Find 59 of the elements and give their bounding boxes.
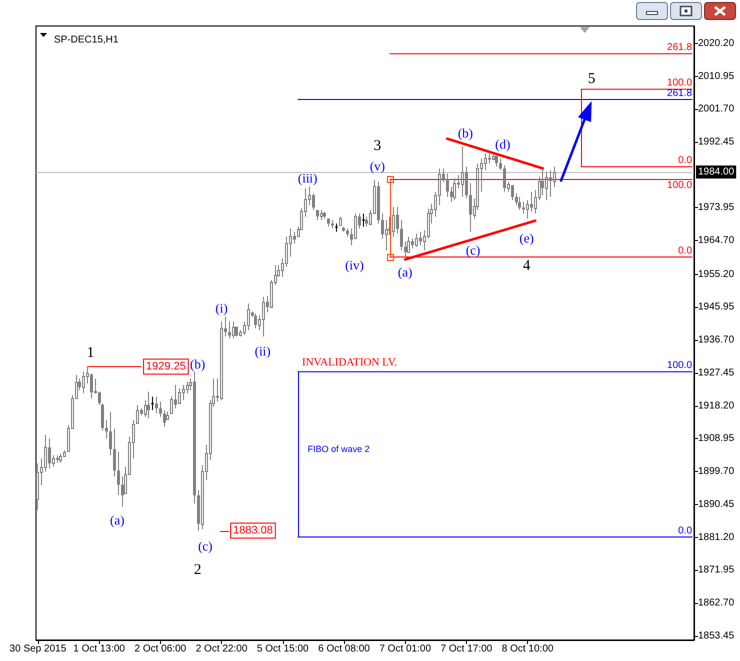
y-tick-label: 1881.20 [698,532,735,543]
annotation: 2 [194,562,202,578]
series-label: 0.0 [678,245,693,256]
annotation: 4 [522,258,531,274]
x-tick-label: 1 Oct 13:00 [73,644,126,654]
annotation: (b) [190,356,206,372]
x-tick-label: 5 Oct 15:00 [256,644,310,654]
annotation: (iv) [345,258,364,273]
series-label: 0.0 [678,155,693,166]
y-tick-label: 1927.45 [698,367,735,378]
annotation: (c) [466,242,480,258]
annotation: (d) [495,136,510,152]
series-label: 100.0 [667,78,693,89]
annotation: (b) [458,126,473,141]
y-tick-label: 1955.20 [698,268,735,280]
y-tick-label: 1862.70 [698,598,735,609]
annotation: FIBO of wave 2 [308,444,370,454]
x-tick-label: 7 Oct 17:00 [440,644,493,654]
y-tick-label: 1945.95 [698,302,735,313]
y-tick-label: 1964.70 [698,235,735,246]
y-tick-label: 1936.70 [698,334,735,346]
y-tick-label: 2010.95 [698,70,735,82]
text: SP-DEC15,H1 [54,34,119,46]
x-tick-label: 2 Oct 22:00 [196,644,248,654]
annotation: (v) [370,158,386,174]
y-tick-label: 2001.70 [698,104,735,115]
annotation: (a) [398,264,412,280]
annotation: (iii) [298,170,318,186]
annotation: 1 [86,345,94,362]
series-label: 261.8 [667,42,693,54]
y-tick-label: 1899.70 [698,466,735,478]
ref-line-label: 1984.00 [698,166,735,178]
x-tick-label: 6 Oct 08:00 [318,644,370,654]
annotation: 5 [588,71,596,88]
annotation: 1929.25 [146,360,186,373]
y-tick-label: 2020.20 [698,38,735,49]
x-tick-label: 30 Sep 2015 [10,644,67,654]
y-tick-label: 1992.45 [698,136,735,148]
annotation: (e) [519,230,534,246]
annotation: (i) [215,300,228,316]
annotation: INVALIDATION LV. [302,356,398,369]
series-label: 261.8 [667,88,693,100]
x-tick-label: 8 Oct 10:00 [502,644,554,654]
annotation: (c) [198,538,213,554]
annotation: (ii) [254,343,271,358]
y-tick-label: 1871.95 [698,564,735,576]
y-tick-label: 1853.45 [698,630,735,642]
annotation: 1883.08 [233,524,273,537]
y-tick-label: 1890.45 [698,498,735,510]
x-tick-label: 7 Oct 01:00 [379,644,432,654]
x-tick-label: 2 Oct 06:00 [134,644,187,654]
series-label: 100.0 [667,180,693,191]
annotation: (a) [110,512,124,528]
annotation: 3 [374,138,382,154]
series-label: 0.0 [678,525,693,536]
y-tick-label: 1908.95 [698,433,735,444]
y-tick-label: 1973.95 [698,202,735,214]
y-tick-label: 1918.20 [698,400,735,412]
series-label: 100.0 [667,360,693,372]
